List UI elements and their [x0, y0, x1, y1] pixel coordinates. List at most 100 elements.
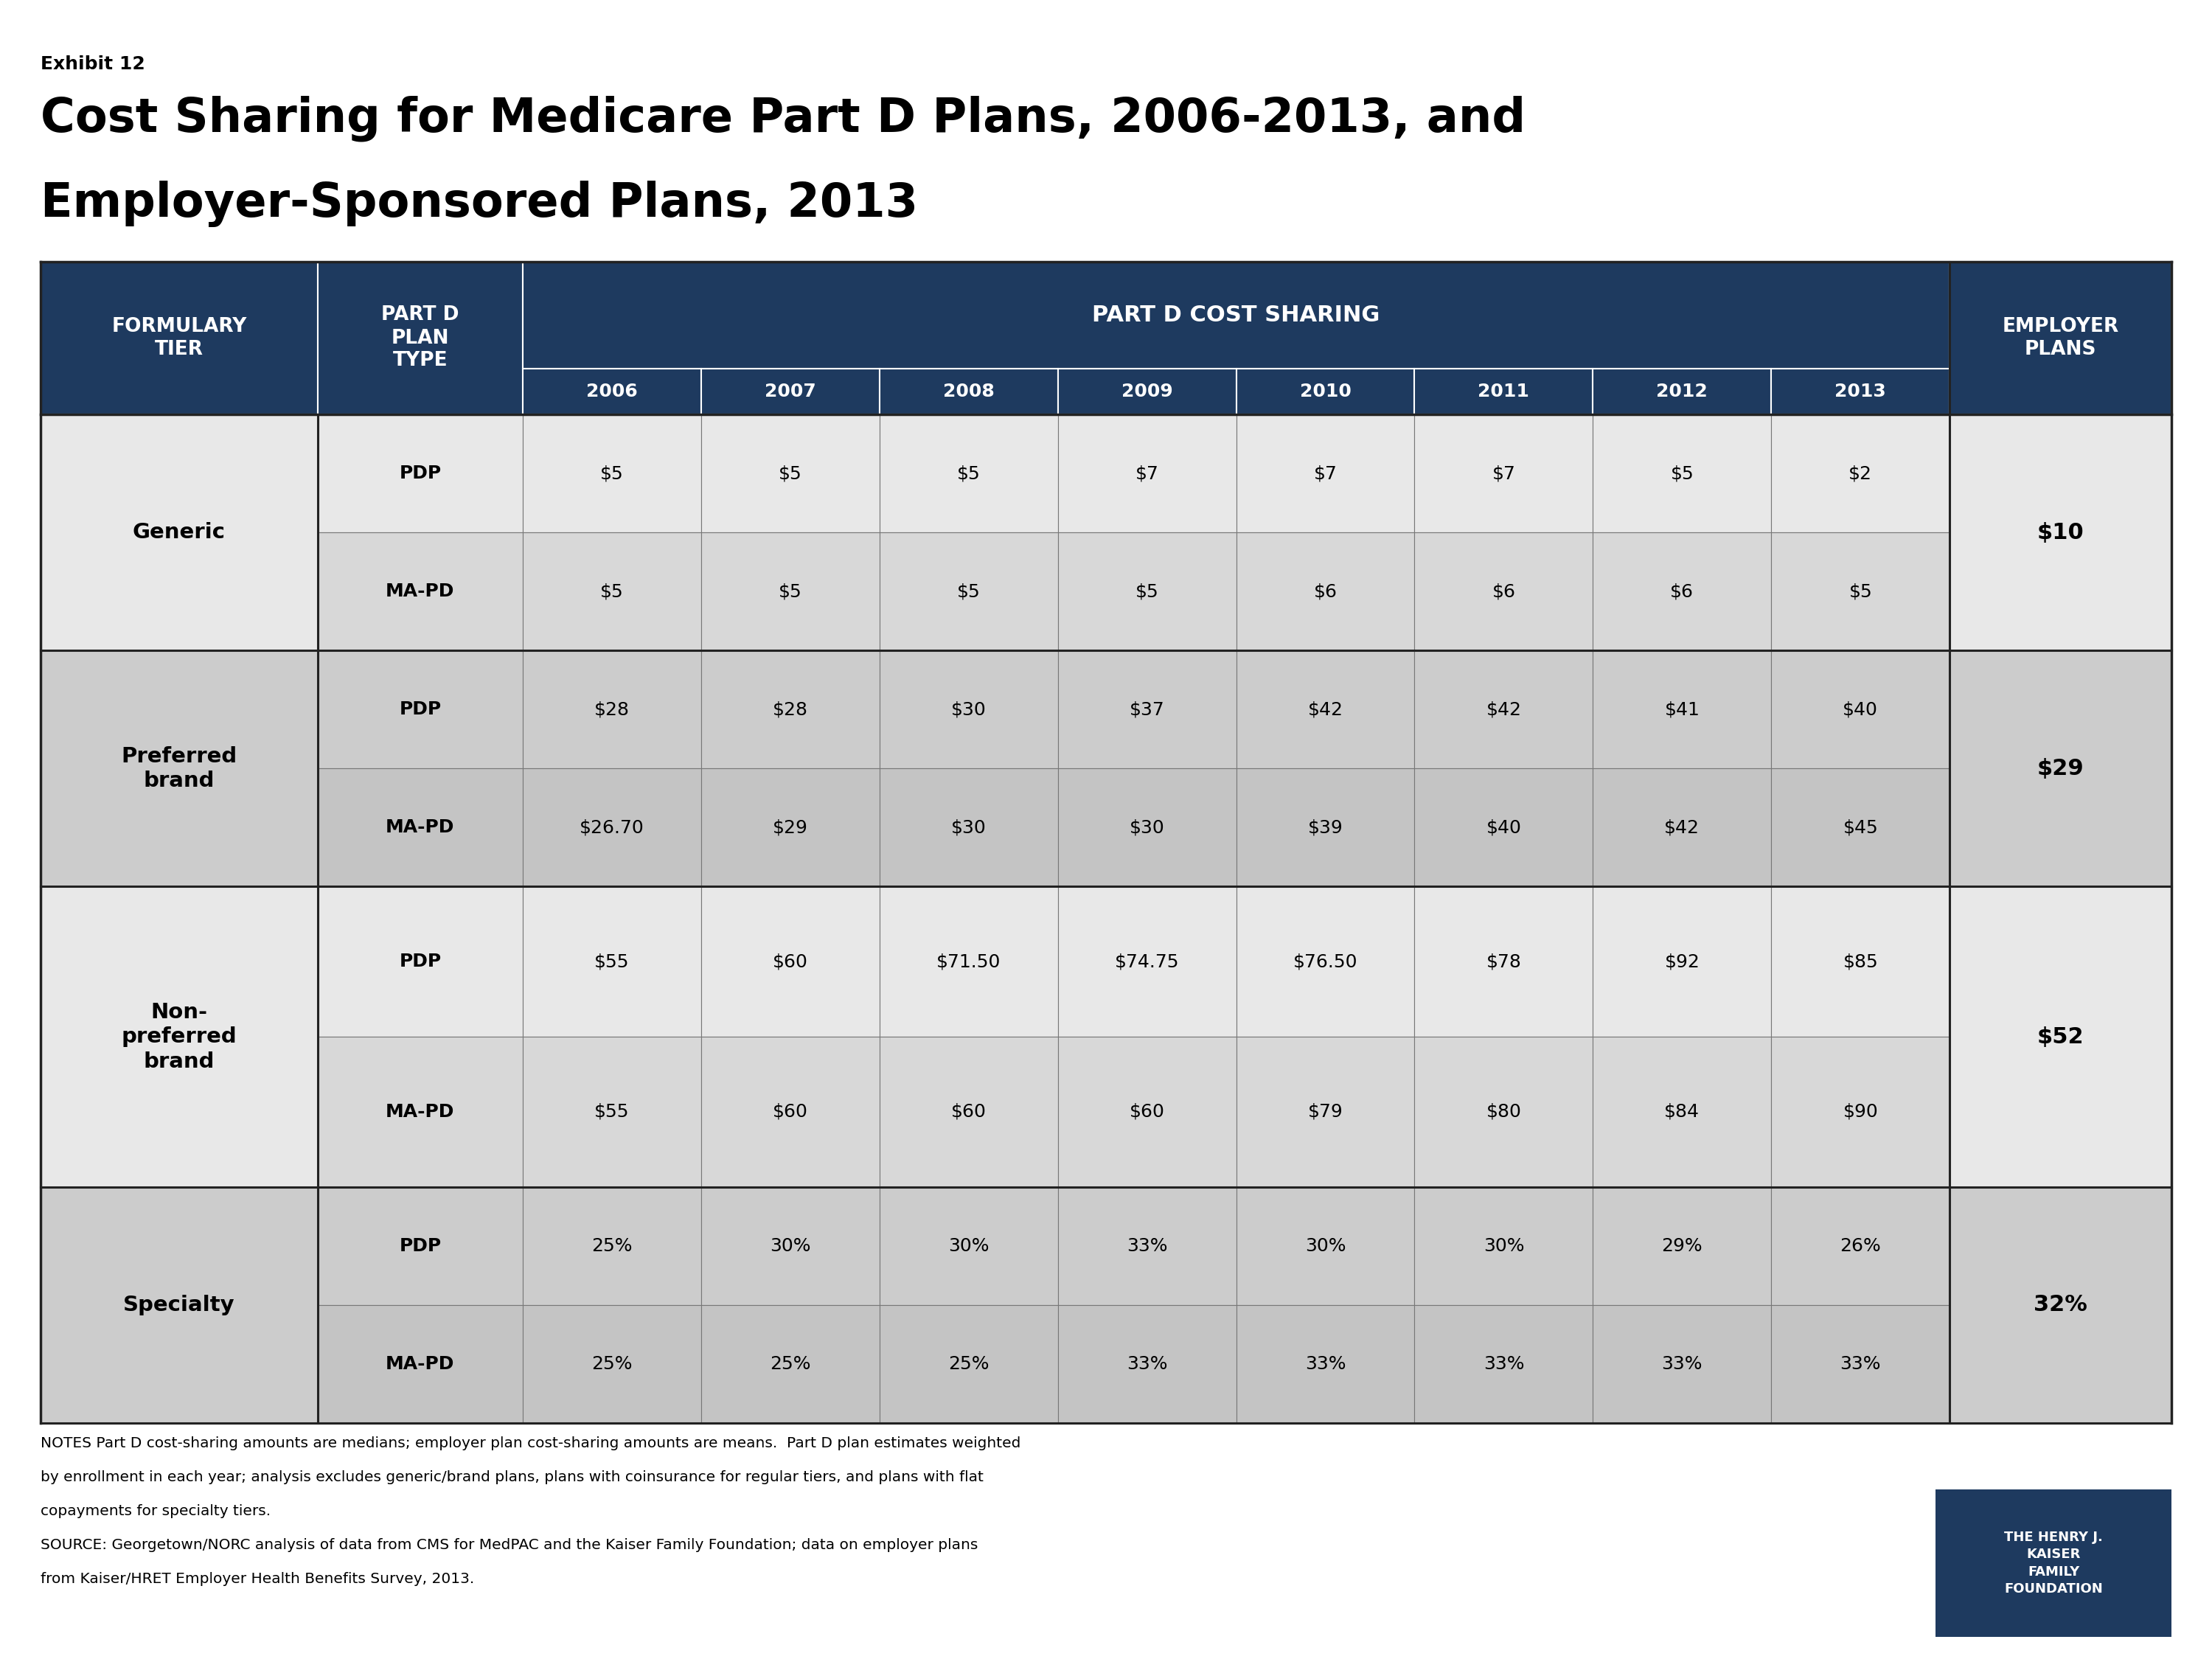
Bar: [522, 886, 701, 1037]
Bar: [701, 415, 880, 533]
Text: $28: $28: [595, 700, 630, 718]
Text: $76.50: $76.50: [1294, 952, 1358, 971]
Text: 29%: 29%: [1661, 1238, 1703, 1254]
Bar: [1413, 650, 1593, 768]
Bar: [1237, 415, 1413, 533]
Bar: [1772, 533, 1949, 650]
Text: $92: $92: [1663, 952, 1699, 971]
Bar: [1057, 533, 1237, 650]
Text: 30%: 30%: [770, 1238, 810, 1254]
Bar: [1413, 886, 1593, 1037]
Text: 26%: 26%: [1840, 1238, 1880, 1254]
Bar: [1772, 886, 1949, 1037]
Bar: [701, 1037, 880, 1186]
Text: 2006: 2006: [586, 383, 637, 400]
Bar: [1593, 533, 1772, 650]
Text: 33%: 33%: [1484, 1355, 1524, 1374]
Bar: [1057, 368, 1237, 415]
Text: $5: $5: [779, 465, 803, 483]
Text: Generic: Generic: [133, 523, 226, 542]
Text: SOURCE: Georgetown/NORC analysis of data from CMS for MedPAC and the Kaiser Fami: SOURCE: Georgetown/NORC analysis of data…: [40, 1538, 978, 1553]
Text: $40: $40: [1843, 700, 1878, 718]
Text: $5: $5: [599, 465, 624, 483]
Text: $40: $40: [1486, 818, 1522, 836]
Bar: [1949, 886, 2172, 1186]
Bar: [319, 262, 522, 415]
Bar: [880, 1186, 1057, 1306]
Text: $37: $37: [1130, 700, 1164, 718]
Text: PDP: PDP: [398, 1238, 440, 1254]
Bar: [1593, 1306, 1772, 1423]
Bar: [1772, 1306, 1949, 1423]
Text: $5: $5: [958, 465, 980, 483]
Text: MA-PD: MA-PD: [385, 1355, 456, 1374]
Text: FORMULARY
TIER: FORMULARY TIER: [111, 317, 248, 358]
Bar: [1057, 650, 1237, 768]
Text: $74.75: $74.75: [1115, 952, 1179, 971]
Bar: [1772, 368, 1949, 415]
Text: PDP: PDP: [398, 465, 440, 483]
Text: $5: $5: [779, 582, 803, 601]
Bar: [1413, 768, 1593, 886]
Bar: [701, 1186, 880, 1306]
Bar: [1772, 415, 1949, 533]
Bar: [1593, 415, 1772, 533]
Text: $30: $30: [951, 818, 987, 836]
Text: Cost Sharing for Medicare Part D Plans, 2006-2013, and: Cost Sharing for Medicare Part D Plans, …: [40, 96, 1526, 143]
Bar: [319, 650, 522, 768]
Bar: [40, 1186, 319, 1423]
Text: $42: $42: [1307, 700, 1343, 718]
Text: $29: $29: [2037, 758, 2084, 780]
Text: 25%: 25%: [770, 1355, 810, 1374]
Text: $84: $84: [1663, 1103, 1699, 1121]
Bar: [319, 768, 522, 886]
Text: $41: $41: [1663, 700, 1699, 718]
Bar: [1413, 1037, 1593, 1186]
Text: $7: $7: [1135, 465, 1159, 483]
Text: $79: $79: [1307, 1103, 1343, 1121]
Text: 33%: 33%: [1661, 1355, 1703, 1374]
Bar: [1935, 1490, 2172, 1637]
Text: 32%: 32%: [2033, 1294, 2088, 1316]
Text: THE HENRY J.
KAISER
FAMILY
FOUNDATION: THE HENRY J. KAISER FAMILY FOUNDATION: [2004, 1530, 2104, 1596]
Bar: [1057, 1037, 1237, 1186]
Bar: [1057, 768, 1237, 886]
Text: $26.70: $26.70: [580, 818, 644, 836]
Bar: [522, 368, 701, 415]
Text: 33%: 33%: [1840, 1355, 1880, 1374]
Bar: [1237, 650, 1413, 768]
Bar: [701, 886, 880, 1037]
Text: $85: $85: [1843, 952, 1878, 971]
Bar: [319, 415, 522, 533]
Text: $55: $55: [595, 1103, 630, 1121]
Bar: [40, 415, 319, 650]
Text: 2007: 2007: [765, 383, 816, 400]
Bar: [701, 533, 880, 650]
Text: $7: $7: [1314, 465, 1336, 483]
Bar: [522, 1037, 701, 1186]
Bar: [1949, 650, 2172, 886]
Text: $10: $10: [2037, 521, 2084, 542]
Bar: [1237, 1037, 1413, 1186]
Text: PART D
PLAN
TYPE: PART D PLAN TYPE: [380, 305, 460, 370]
Bar: [1237, 533, 1413, 650]
Bar: [880, 886, 1057, 1037]
Text: Exhibit 12: Exhibit 12: [40, 55, 146, 73]
Text: $60: $60: [772, 952, 807, 971]
Text: 2010: 2010: [1301, 383, 1352, 400]
Text: Specialty: Specialty: [124, 1294, 234, 1316]
Text: $42: $42: [1486, 700, 1522, 718]
Bar: [1413, 533, 1593, 650]
Text: $60: $60: [772, 1103, 807, 1121]
Text: 30%: 30%: [1484, 1238, 1524, 1254]
Bar: [40, 886, 319, 1186]
Bar: [319, 1037, 522, 1186]
Bar: [1057, 1306, 1237, 1423]
Bar: [1949, 1186, 2172, 1423]
Bar: [319, 886, 522, 1037]
Bar: [701, 768, 880, 886]
Bar: [1949, 415, 2172, 650]
Text: $55: $55: [595, 952, 630, 971]
Bar: [1949, 262, 2172, 415]
Bar: [1593, 1037, 1772, 1186]
